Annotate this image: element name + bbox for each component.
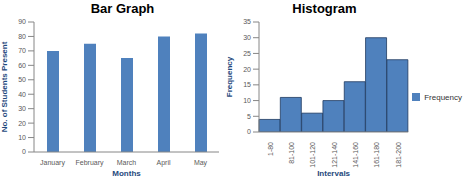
svg-text:40: 40 bbox=[18, 91, 26, 98]
svg-text:20: 20 bbox=[18, 120, 26, 127]
svg-text:80: 80 bbox=[18, 33, 26, 40]
svg-text:Intervals: Intervals bbox=[317, 169, 350, 176]
svg-text:January: January bbox=[40, 159, 65, 167]
svg-text:30: 30 bbox=[18, 105, 26, 112]
svg-text:101-120: 101-120 bbox=[309, 142, 316, 168]
svg-text:181-200: 181-200 bbox=[395, 142, 402, 168]
svg-text:60: 60 bbox=[18, 62, 26, 69]
svg-text:April: April bbox=[156, 159, 170, 167]
svg-text:15: 15 bbox=[243, 81, 251, 88]
svg-text:No. of Students Present: No. of Students Present bbox=[8, 41, 9, 132]
svg-text:121-140: 121-140 bbox=[331, 142, 338, 168]
svg-text:5: 5 bbox=[247, 113, 251, 120]
svg-text:70: 70 bbox=[18, 47, 26, 54]
svg-text:February: February bbox=[75, 159, 104, 167]
html-text:Histogram: Histogram bbox=[292, 1, 357, 16]
html-text:Bar Graph: Bar Graph bbox=[90, 1, 155, 16]
svg-text:May: May bbox=[194, 159, 208, 167]
svg-text:Frequency: Frequency bbox=[225, 56, 234, 97]
svg-text:50: 50 bbox=[18, 76, 26, 83]
svg-text:161-180: 161-180 bbox=[373, 142, 380, 168]
svg-text:10: 10 bbox=[243, 97, 251, 104]
svg-text:10: 10 bbox=[18, 134, 26, 141]
svg-text:0: 0 bbox=[247, 128, 251, 135]
svg-text:35: 35 bbox=[243, 18, 251, 25]
svg-text:0: 0 bbox=[22, 148, 26, 155]
svg-text:30: 30 bbox=[243, 34, 251, 41]
svg-text:141-160: 141-160 bbox=[352, 142, 359, 168]
svg-text:Months: Months bbox=[112, 169, 141, 176]
html-text:Frequency: Frequency bbox=[424, 92, 462, 102]
svg-text:1-80: 1-80 bbox=[267, 142, 274, 156]
svg-text:90: 90 bbox=[18, 18, 26, 25]
svg-text:81-100: 81-100 bbox=[288, 142, 295, 164]
svg-text:20: 20 bbox=[243, 66, 251, 73]
svg-text:25: 25 bbox=[243, 50, 251, 57]
svg-text:March: March bbox=[117, 159, 137, 166]
